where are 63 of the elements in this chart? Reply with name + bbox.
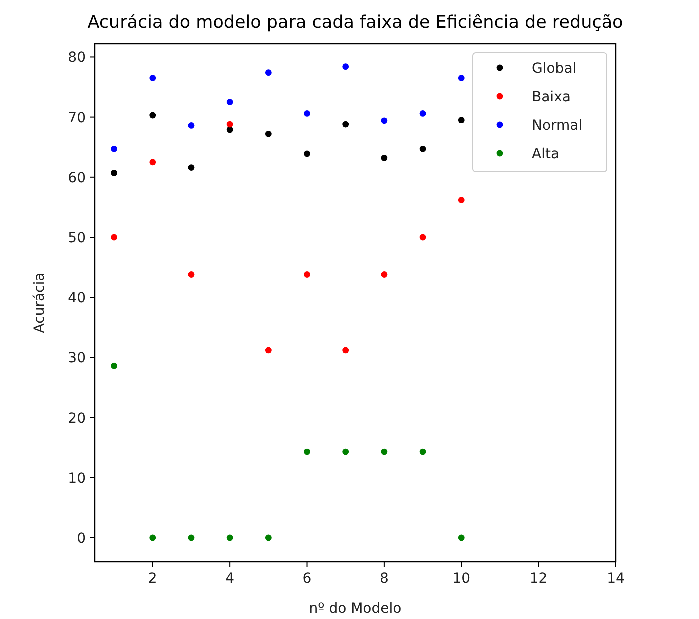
- point: [265, 70, 272, 76]
- point: [265, 347, 272, 354]
- point: [111, 362, 118, 370]
- point: [226, 121, 234, 128]
- point: [150, 75, 156, 82]
- point: [458, 117, 465, 124]
- y-tick-label: 30: [68, 350, 86, 367]
- y-axis-title: Acurácia: [32, 272, 48, 334]
- point: [420, 110, 426, 117]
- point: [304, 272, 310, 278]
- point: [111, 234, 118, 241]
- x-tick-label: 12: [530, 571, 548, 587]
- x-tick-label: 8: [380, 571, 389, 587]
- legend-label: Baixa: [532, 90, 571, 106]
- point: [381, 154, 388, 162]
- point: [150, 534, 156, 542]
- point: [226, 126, 234, 134]
- y-tick-label: 80: [68, 50, 86, 66]
- y-tick-label: 60: [68, 170, 86, 186]
- x-axis-title: nº do Modelo: [309, 601, 402, 617]
- point: [458, 75, 465, 82]
- point: [150, 159, 156, 166]
- point: [420, 146, 426, 152]
- x-tick-label: 6: [302, 571, 312, 587]
- point: [188, 164, 195, 171]
- point: [342, 121, 350, 128]
- y-tick-label: 50: [68, 230, 86, 246]
- y-tick-label: 10: [68, 470, 86, 487]
- x-tick-label: 14: [607, 571, 625, 587]
- point: [458, 197, 465, 204]
- y-tick-label: 40: [68, 290, 86, 307]
- point: [304, 110, 310, 117]
- point: [381, 448, 388, 456]
- x-tick-label: 10: [452, 571, 471, 587]
- point: [381, 118, 388, 124]
- point: [188, 122, 195, 129]
- point: [342, 448, 350, 456]
- point: [420, 448, 426, 456]
- point: [342, 347, 350, 354]
- point: [458, 534, 465, 542]
- chart-title: Acurácia do modelo para cada faixa de Eficiência de redução: [88, 13, 624, 33]
- y-tick-label: 70: [68, 110, 86, 126]
- point: [265, 534, 272, 542]
- point: [304, 448, 310, 456]
- legend-label: Normal: [532, 118, 583, 134]
- point: [304, 150, 310, 158]
- point: [226, 534, 234, 542]
- point: [111, 170, 118, 176]
- legend-label: Alta: [532, 146, 560, 162]
- point: [342, 64, 350, 70]
- y-tick-label: 0: [77, 530, 86, 547]
- point: [150, 112, 156, 119]
- point: [111, 146, 118, 152]
- legend-label: Global: [532, 61, 577, 77]
- x-tick-label: 4: [226, 571, 235, 587]
- x-tick-label: 2: [148, 571, 158, 587]
- point: [420, 234, 426, 241]
- point: [381, 272, 388, 278]
- point: [188, 272, 195, 278]
- point: [226, 99, 234, 106]
- point: [265, 130, 272, 138]
- point: [188, 534, 195, 542]
- y-tick-label: 20: [68, 410, 86, 427]
